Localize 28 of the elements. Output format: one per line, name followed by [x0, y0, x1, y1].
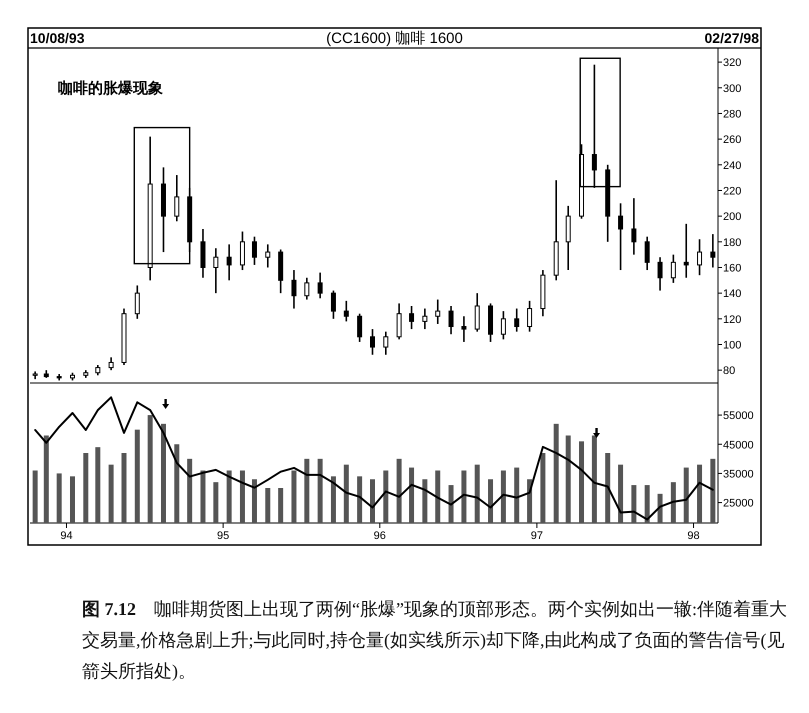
y-tick-label: 25000: [723, 498, 754, 510]
y-tick-label: 55000: [723, 410, 754, 422]
x-tick-label: 98: [687, 530, 700, 542]
y-tick-label: 80: [723, 365, 736, 378]
y-tick-label: 120: [723, 314, 742, 326]
x-tick-label: 95: [217, 530, 230, 542]
y-tick-label: 240: [723, 160, 742, 172]
text: 图 7.12 咖啡期货图上出现了两例“胀爆”现象的顶部形态。两个实例如出一辙:伴随着重大交易量,价格急剧上升;与此同时,持仓量(如实线所示)却下降,由此构成了负面的警告信号(见箭头所指处)。: [82, 599, 787, 681]
y-tick-label: 100: [723, 339, 742, 352]
line-series: [34, 396, 714, 520]
text: 02/27/98: [704, 30, 760, 46]
y-tick-label: 200: [723, 211, 742, 224]
annotation: 咖啡的胀爆现象: [58, 80, 163, 97]
y-tick-label: 45000: [723, 439, 754, 452]
x-tick-label: 97: [530, 530, 544, 542]
x-tick-label: 94: [60, 530, 73, 542]
y-tick-label: 220: [723, 185, 742, 198]
text: 10/08/93: [30, 30, 85, 46]
y-tick-label: 260: [723, 134, 742, 146]
chart-title: (CC1600) 咖啡 1600: [326, 30, 463, 47]
y-tick-label: 160: [723, 262, 742, 274]
y-tick-label: 140: [723, 288, 742, 300]
x-tick-label: 96: [374, 530, 386, 542]
y-tick-label: 300: [723, 82, 742, 95]
y-tick-label: 320: [723, 57, 742, 70]
y-tick-label: 35000: [723, 468, 754, 480]
y-tick-label: 180: [723, 236, 742, 249]
y-tick-label: 280: [723, 108, 742, 120]
